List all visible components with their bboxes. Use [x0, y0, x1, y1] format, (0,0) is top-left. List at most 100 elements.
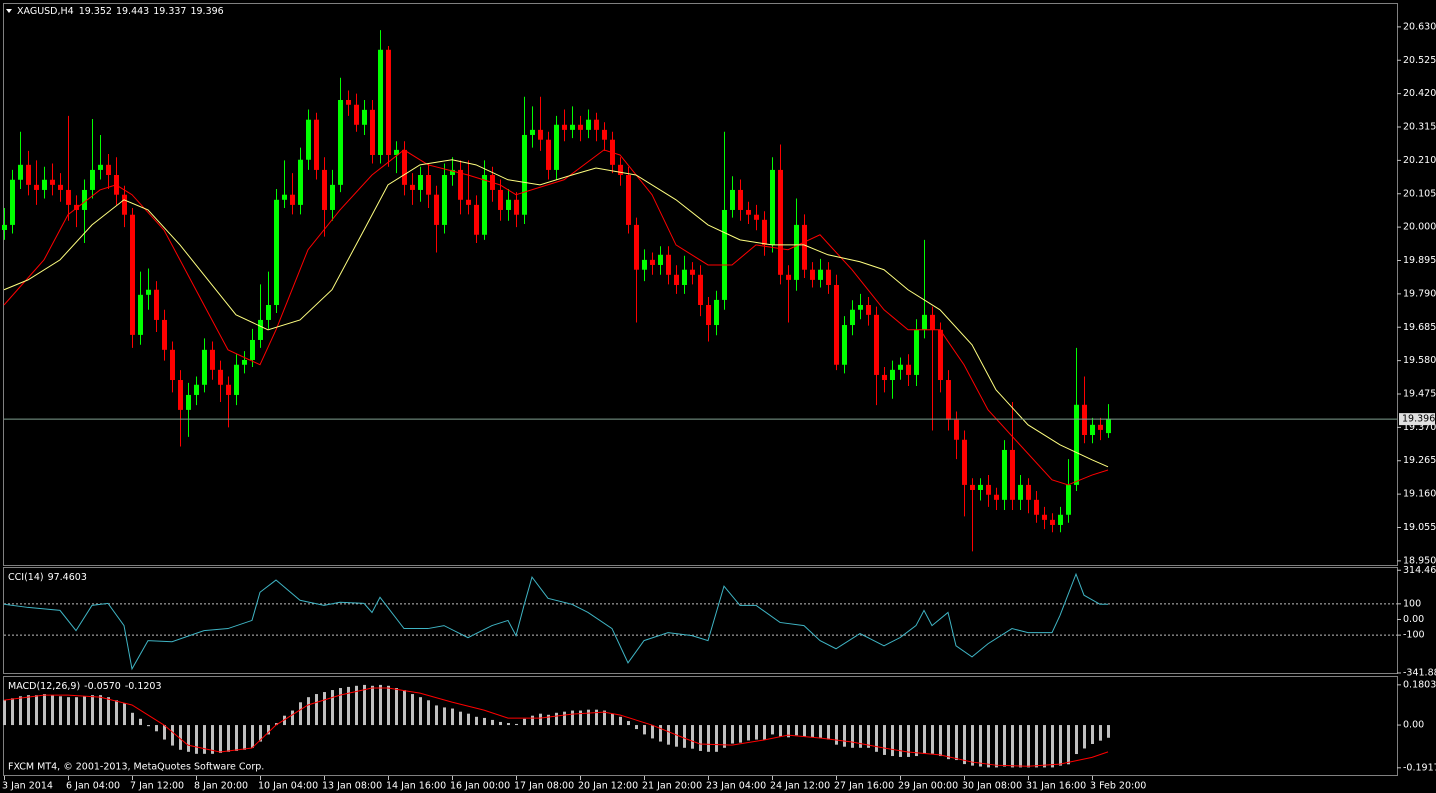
candle-body	[602, 129, 607, 140]
y-tick-label: 19.895	[1403, 255, 1436, 266]
macd-bar	[483, 717, 486, 726]
macd-bar	[683, 725, 686, 748]
macd-bar	[219, 725, 222, 753]
candle-body	[18, 164, 23, 180]
candle-body	[714, 299, 719, 326]
candle-body	[346, 99, 351, 105]
macd-bar	[627, 721, 630, 726]
candle-body	[1082, 404, 1087, 436]
macd-bar	[619, 716, 622, 726]
candle-body	[930, 314, 935, 330]
candle-body	[850, 309, 855, 326]
macd-bar	[947, 725, 950, 760]
candle-body	[450, 169, 455, 176]
macd-bar	[611, 713, 614, 726]
macd-bar	[875, 725, 878, 752]
macd-bar	[411, 694, 414, 726]
candle-body	[442, 175, 447, 225]
macd-bar	[275, 723, 278, 726]
candle-body	[466, 199, 471, 205]
y-tick-label: 19.580	[1403, 355, 1436, 366]
candle-body	[98, 164, 103, 170]
plot-layer: 20.630 20.525 20.420 20.315 20.210 20.105 20.0…	[2, 21, 1436, 792]
macd-bar	[1075, 725, 1078, 755]
macd-bar	[131, 712, 134, 726]
candle-body	[722, 209, 727, 300]
candle-body	[282, 194, 287, 200]
macd-bar	[491, 719, 494, 726]
macd-bar	[259, 725, 262, 742]
candle-body	[106, 164, 111, 176]
candle-body	[458, 169, 463, 200]
macd-bar	[235, 725, 238, 751]
candle-body	[434, 194, 439, 225]
y-tick-label: 20.420	[1403, 88, 1436, 99]
candle-body	[698, 274, 703, 306]
macd-bar	[595, 709, 598, 726]
macd-bar	[59, 696, 62, 726]
candle-body	[642, 259, 647, 270]
candle-body	[362, 109, 367, 125]
macd-bar	[243, 725, 246, 750]
candle-body	[354, 104, 359, 125]
macd-bar	[179, 725, 182, 750]
macd-bar	[955, 725, 958, 761]
candle-body	[386, 49, 391, 155]
macd-bar	[1043, 725, 1046, 768]
macd-bar	[843, 725, 846, 747]
macd-bar	[667, 725, 670, 745]
candle-body	[498, 189, 503, 210]
candle-body	[306, 119, 311, 160]
macd-bar	[987, 725, 990, 768]
y-tick-label: 19.685	[1403, 322, 1436, 333]
macd-bar	[971, 725, 974, 766]
candle-body	[922, 314, 927, 330]
macd-bar	[571, 710, 574, 726]
x-tick-label: 13 Jan 08:00	[322, 781, 382, 792]
candle-body	[242, 359, 247, 365]
candle-body	[594, 119, 599, 130]
macd-bar	[755, 725, 758, 740]
last-open: 19.352	[79, 6, 112, 17]
candle-body	[370, 109, 375, 155]
macd-bar	[723, 725, 726, 748]
candle-body	[530, 129, 535, 135]
candle-body	[218, 369, 223, 385]
macd-bar	[203, 725, 206, 754]
macd-bar	[939, 725, 942, 757]
y-tick-label: 19.370	[1403, 422, 1436, 433]
candle-body	[994, 494, 999, 500]
candle-body	[322, 169, 327, 210]
candle-body	[618, 164, 623, 176]
candle-body	[658, 254, 663, 265]
candle-body	[562, 124, 567, 130]
candle-body	[274, 199, 279, 306]
candle-body	[650, 259, 655, 265]
signal-last: -0.1203	[125, 681, 162, 692]
y-tick-label: 19.055	[1403, 522, 1436, 533]
macd-bar	[211, 725, 214, 754]
candle-body	[914, 329, 919, 375]
macd-last: -0.0570	[84, 681, 121, 692]
candle-body	[1106, 419, 1111, 434]
candle-body	[538, 129, 543, 140]
candle-body	[474, 204, 479, 235]
macd-bar	[339, 688, 342, 726]
candle-body	[1026, 484, 1031, 500]
candle-body	[258, 319, 263, 340]
candle-body	[1074, 404, 1079, 485]
x-tick-label: 29 Jan 00:00	[898, 781, 958, 792]
dropdown-icon[interactable]	[6, 9, 12, 13]
candle-body	[834, 284, 839, 365]
macd-bar	[419, 697, 422, 726]
macd-bar	[1003, 725, 1006, 767]
macd-bar	[355, 685, 358, 726]
macd-bar	[715, 725, 718, 752]
macd-bar	[19, 696, 22, 726]
macd-bar	[99, 695, 102, 726]
macd-bar	[83, 696, 86, 726]
macd-bar	[435, 705, 438, 726]
macd-bar	[691, 725, 694, 749]
candle-body	[954, 419, 959, 440]
